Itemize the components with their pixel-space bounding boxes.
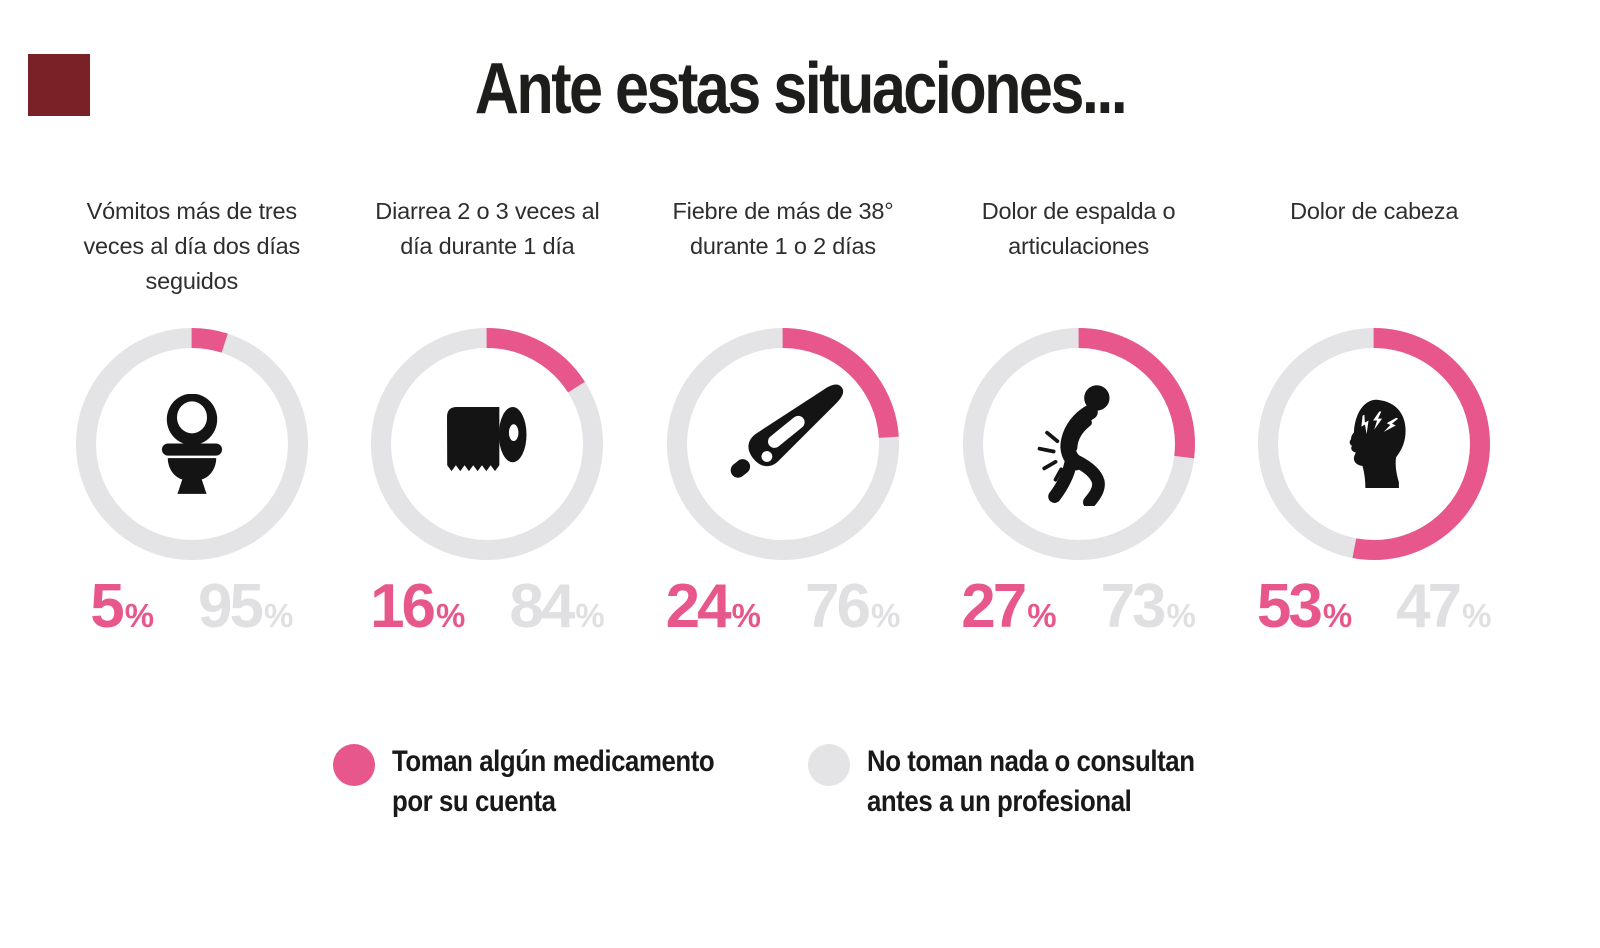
medication-value: 27 — [961, 572, 1027, 641]
situation-column: Fiebre de más de 38° durante 1 o 2 días 2… — [635, 194, 931, 638]
situation-column: Dolor de cabeza 53% 47% — [1226, 194, 1522, 638]
situation-label: Diarrea 2 o 3 veces al día durante 1 día — [375, 194, 599, 328]
situation-label-line: Dolor de cabeza — [1290, 198, 1459, 224]
donut-ring — [371, 328, 604, 560]
situation-label-line: Vómitos más de tres — [86, 198, 298, 224]
situation-label: Fiebre de más de 38° durante 1 o 2 días — [673, 194, 894, 328]
situation-label: Dolor de cabeza — [1290, 194, 1458, 328]
situation-label-line: seguidos — [145, 268, 239, 294]
situation-label-line: articulaciones — [1008, 233, 1150, 259]
percent-sign: % — [1027, 597, 1057, 634]
donut-columns: Vómitos más de tres veces al día dos días… — [44, 194, 1522, 638]
percent-sign: % — [436, 597, 466, 634]
brand-square — [28, 54, 90, 116]
percentage-row: 16% 84% — [370, 576, 605, 638]
percentage-row: 27% 73% — [961, 576, 1196, 638]
no-medication-value: 47 — [1396, 572, 1462, 641]
legend-label-no-medication: No toman nada o consultan antes a un pro… — [867, 742, 1195, 821]
percent-sign: % — [1322, 597, 1353, 634]
percentage-row: 24% 76% — [666, 576, 901, 638]
no-medication-percentage: 76% — [805, 576, 900, 638]
no-medication-percentage: 95% — [198, 576, 293, 638]
percentage-row: 5% 95% — [90, 576, 293, 638]
legend-item-no-medication: No toman nada o consultan antes a un pro… — [808, 742, 1248, 821]
situation-label-line: Fiebre de más de 38° — [672, 198, 894, 224]
legend-medication-line1: Toman algún medicamento — [392, 745, 715, 778]
legend-item-medication: Toman algún medicamento por su cuenta — [333, 742, 767, 821]
percent-sign: % — [1462, 597, 1492, 634]
donut-ring — [1258, 328, 1491, 560]
percent-sign: % — [870, 597, 901, 634]
no-medication-percentage: 84% — [509, 576, 604, 638]
situation-label-line: veces al día dos días — [83, 233, 301, 259]
medication-value: 5 — [90, 572, 125, 641]
medication-percentage: 5% — [90, 576, 154, 638]
situation-label: Vómitos más de tres veces al día dos días… — [84, 194, 301, 328]
headache-icon-svg — [1349, 399, 1406, 489]
situation-label-line: día durante 1 día — [400, 233, 575, 259]
toilet-paper-icon — [371, 328, 603, 560]
medication-dot-icon — [333, 744, 375, 786]
medication-percentage: 27% — [961, 576, 1056, 638]
donut-chart — [1258, 328, 1491, 560]
donut-chart — [666, 328, 899, 560]
situation-label-line: Dolor de espalda o — [981, 198, 1176, 224]
no-medication-dot-icon — [808, 744, 850, 786]
medication-percentage: 24% — [666, 576, 761, 638]
medication-value: 24 — [665, 572, 732, 641]
no-medication-percentage: 73% — [1101, 576, 1196, 638]
donut-chart — [962, 328, 1195, 560]
percentage-row: 53% 47% — [1257, 576, 1492, 638]
donut-ring — [666, 328, 899, 560]
legend-label-medication: Toman algún medicamento por su cuenta — [392, 742, 715, 821]
thermometer-icon-svg — [730, 384, 844, 478]
back-pain-icon-svg — [1037, 385, 1110, 506]
back-pain-icon — [963, 328, 1195, 560]
percent-sign: % — [731, 597, 761, 634]
donut-ring — [962, 328, 1195, 560]
toilet-icon-svg — [161, 393, 222, 494]
situation-label: Dolor de espalda o articulaciones — [982, 194, 1176, 328]
situation-label-line: Diarrea 2 o 3 veces al — [375, 198, 600, 224]
thermometer-icon — [667, 328, 899, 560]
percent-sign: % — [124, 597, 155, 634]
situation-column: Dolor de espalda o articulaciones 27% — [931, 194, 1227, 638]
situation-label-line: durante 1 o 2 días — [690, 233, 876, 259]
donut-ring — [75, 328, 308, 560]
medication-value: 16 — [370, 572, 436, 641]
legend-no-medication-line1: No toman nada o consultan — [867, 745, 1195, 778]
toilet-icon — [76, 328, 308, 560]
no-medication-percentage: 47% — [1396, 576, 1491, 638]
situation-column: Diarrea 2 o 3 veces al día durante 1 día … — [340, 194, 636, 638]
no-medication-value: 95 — [198, 572, 264, 641]
no-medication-value: 84 — [509, 572, 575, 641]
medication-percentage: 53% — [1257, 576, 1352, 638]
no-medication-value: 76 — [804, 572, 871, 641]
percent-sign: % — [1166, 597, 1196, 634]
legend-no-medication-line2: antes a un profesional — [867, 784, 1132, 818]
donut-chart — [75, 328, 308, 560]
situation-column: Vómitos más de tres veces al día dos días… — [44, 194, 340, 638]
percent-sign: % — [575, 597, 605, 634]
headache-icon — [1258, 328, 1490, 560]
medication-value: 53 — [1256, 572, 1323, 641]
donut-chart — [371, 328, 604, 560]
legend-medication-line2: por su cuenta — [392, 784, 556, 818]
page-title: Ante estas situaciones... — [474, 49, 1128, 129]
toilet-paper-icon-svg — [447, 406, 527, 471]
medication-percentage: 16% — [370, 576, 465, 638]
no-medication-value: 73 — [1100, 572, 1167, 641]
percent-sign: % — [264, 597, 294, 634]
